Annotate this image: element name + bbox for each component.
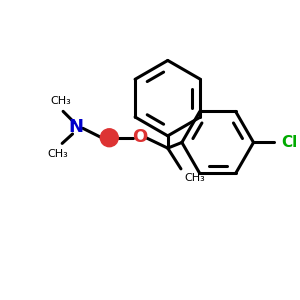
- Text: CH₃: CH₃: [47, 149, 68, 159]
- Circle shape: [100, 129, 118, 147]
- Text: O: O: [132, 128, 147, 146]
- Text: CH₃: CH₃: [185, 172, 206, 183]
- Text: Cl: Cl: [281, 135, 297, 150]
- Text: CH₃: CH₃: [51, 96, 72, 106]
- Text: N: N: [69, 118, 84, 136]
